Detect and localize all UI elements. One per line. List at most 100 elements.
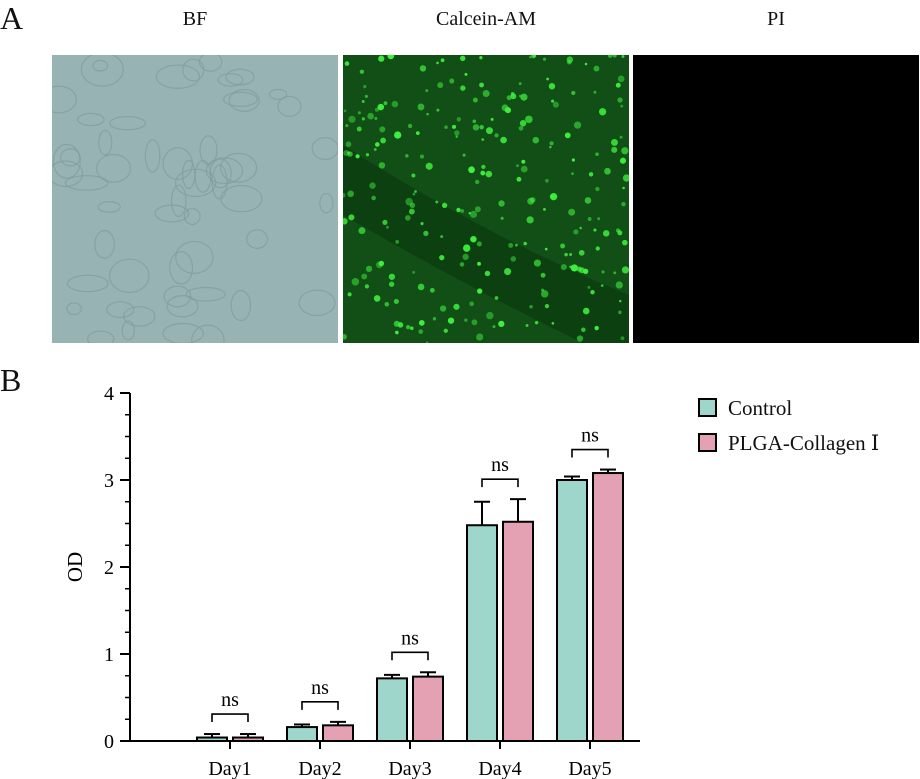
- calcein-live-cell: [388, 281, 395, 287]
- bf-cell-outline: [169, 251, 194, 285]
- bf-cell-outline: [211, 164, 228, 200]
- calcein-live-cell: [621, 202, 626, 207]
- calcein-live-cell: [440, 235, 444, 239]
- bf-cell-outline: [162, 322, 204, 343]
- calcein-live-cell: [571, 90, 576, 96]
- bf-cell-outline: [219, 152, 258, 183]
- calcein-live-cell: [409, 202, 416, 208]
- calcein-live-cell: [443, 328, 448, 333]
- calcein-live-cell: [382, 219, 388, 226]
- calcein-live-cell: [564, 252, 568, 257]
- od-bar-chart: 0 1 2 3 4 OD Day1 ns Day2 ns Day3 ns Day4 ns Day5 ns: [63, 383, 640, 779]
- calcein-live-cell: [412, 270, 416, 274]
- calcein-live-cell: [573, 229, 579, 235]
- calcein-live-cell: [460, 85, 466, 91]
- calcein-live-cell: [476, 333, 484, 341]
- significance-bracket: [301, 701, 339, 710]
- bf-cell-outline: [225, 68, 255, 86]
- significance-label: ns: [401, 627, 419, 649]
- calcein-live-cell: [435, 200, 439, 204]
- calcein-live-cell: [468, 212, 471, 215]
- calcein-live-cell: [472, 119, 477, 124]
- bf-cell-outline: [106, 301, 135, 319]
- bf-cell-outline: [98, 129, 113, 156]
- calcein-live-cell: [597, 217, 601, 221]
- x-tick-label-day4: Day4: [478, 758, 521, 779]
- panel-b-label: B: [0, 362, 22, 398]
- calcein-live-cell: [343, 333, 347, 340]
- bf-cell-outline: [191, 324, 225, 343]
- calcein-live-cell: [518, 125, 524, 131]
- bf-cell-outline: [268, 88, 288, 100]
- bar-control-day2: [286, 726, 318, 742]
- bar-plga-day5: [592, 472, 624, 742]
- calcein-live-cell: [348, 115, 356, 123]
- calcein-live-cell: [486, 311, 494, 320]
- calcein-live-cell: [544, 247, 548, 251]
- calcein-live-cell: [564, 132, 571, 139]
- calcein-live-cell: [459, 55, 466, 62]
- calcein-live-cell: [348, 214, 355, 221]
- bf-cell-outline: [298, 289, 336, 317]
- calcein-live-cell: [602, 230, 610, 237]
- calcein-live-cell: [568, 208, 576, 216]
- calcein-live-cell: [470, 235, 477, 243]
- calcein-live-cell: [444, 125, 448, 130]
- calcein-live-cell: [595, 186, 600, 192]
- calcein-live-cell: [420, 222, 424, 226]
- bf-cell-outline: [92, 59, 109, 72]
- calcein-live-cell: [516, 176, 522, 182]
- bf-cell-outline: [182, 58, 205, 82]
- bar-control-day4: [466, 524, 498, 742]
- bf-cell-outline: [144, 139, 161, 173]
- bf-cell-outline: [154, 204, 190, 223]
- bf-cell-outline: [66, 302, 82, 316]
- calcein-live-cell: [439, 305, 447, 312]
- calcein-live-cell: [407, 123, 413, 129]
- y-tick-label-0: 0: [104, 731, 114, 753]
- calcein-live-cell: [441, 202, 448, 209]
- calcein-live-cell: [405, 215, 411, 221]
- bf-cell-outline: [220, 184, 263, 213]
- bf-cell-outline: [94, 229, 115, 259]
- calcein-live-cell: [412, 192, 416, 196]
- calcein-live-cell: [387, 55, 395, 60]
- bf-cell-outline: [166, 294, 199, 318]
- calcein-live-cell: [395, 330, 399, 335]
- calcein-live-cell: [379, 126, 386, 133]
- calcein-live-cell: [514, 243, 518, 247]
- bf-cell-outline: [222, 91, 258, 108]
- calcein-live-cell: [500, 136, 507, 144]
- calcein-live-cell: [479, 82, 484, 88]
- calcein-live-cell: [383, 101, 388, 106]
- calcein-live-cell: [588, 172, 594, 177]
- calcein-live-cell: [436, 108, 440, 112]
- calcein-live-cell: [604, 167, 611, 175]
- y-axis-label: OD: [63, 552, 87, 582]
- calcein-live-cell: [486, 127, 493, 135]
- calcein-live-cell: [542, 57, 547, 61]
- calcein-live-cell: [393, 298, 399, 305]
- calcein-live-cell: [594, 325, 599, 331]
- calcein-live-cell: [621, 147, 629, 155]
- bf-cell-outline: [66, 274, 109, 293]
- calcein-live-cell: [581, 327, 586, 332]
- y-tick-label-3: 3: [104, 470, 114, 492]
- calcein-live-cell: [355, 154, 360, 159]
- calcein-live-cell: [529, 304, 533, 309]
- calcein-live-cell: [584, 197, 592, 204]
- calcein-live-cell: [447, 317, 455, 324]
- calcein-live-cell: [377, 103, 385, 111]
- calcein-live-cell: [516, 164, 519, 168]
- pi-title: PI: [767, 8, 785, 30]
- calcein-live-cell: [425, 341, 429, 343]
- calcein-live-cell: [425, 162, 433, 170]
- calcein-live-cell: [367, 112, 374, 120]
- calcein-live-cell: [621, 266, 629, 274]
- bf-cell-outline: [162, 147, 193, 181]
- calcein-live-cell: [385, 225, 389, 229]
- calcein-live-cell: [506, 95, 512, 101]
- calcein-live-cell: [436, 61, 439, 65]
- bf-cell-outline: [64, 175, 109, 191]
- bf-cell-outline: [123, 306, 156, 327]
